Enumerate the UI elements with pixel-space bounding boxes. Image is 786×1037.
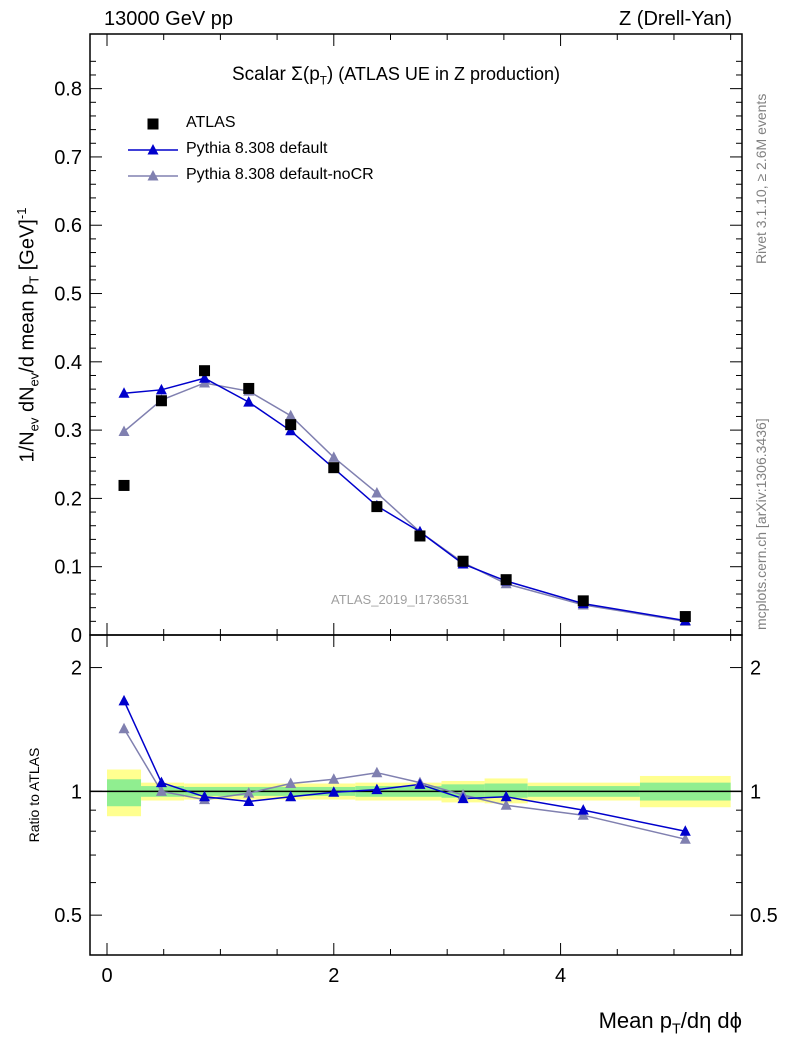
- point-atlas-9: [500, 574, 512, 586]
- point-atlas-4: [285, 419, 297, 431]
- ratio-point-default-8: [457, 792, 469, 804]
- point-atlas-6: [371, 501, 383, 513]
- title-close: ): [326, 64, 334, 85]
- y-tick-label-main-8: 0.8: [54, 79, 82, 101]
- y-tick-label-ratio-left-0: 0.5: [54, 905, 82, 927]
- series-line-nocr: [123, 382, 686, 623]
- point-atlas-0: [118, 479, 130, 491]
- ratio-point-nocr-0: [118, 722, 130, 734]
- point-nocr-0: [118, 425, 130, 436]
- series-line-default: [123, 377, 686, 622]
- ratio-point-nocr-11: [679, 833, 691, 844]
- ratio-point-default-1: [155, 776, 167, 788]
- ratio-line-nocr: [123, 728, 686, 840]
- title-prefix: Scalar: [232, 64, 292, 85]
- header-right: Z (Drell-Yan): [619, 8, 732, 30]
- point-default-3: [243, 396, 255, 407]
- ratio-plot-frame: [89, 634, 743, 956]
- title-sigma: Σ(p: [291, 64, 320, 85]
- point-atlas-1: [155, 395, 167, 407]
- y-tick-label-main-2: 0.2: [54, 488, 82, 510]
- ratio-point-default-3: [243, 795, 255, 806]
- y-tick-label-ratio-left-2: 2: [71, 658, 82, 680]
- title-suffix: (ATLAS UE in Z production): [333, 64, 560, 84]
- point-atlas-11: [679, 611, 691, 623]
- ratio-point-default-0: [118, 694, 130, 706]
- header-left: 13000 GeV pp: [104, 8, 233, 30]
- ratio-point-nocr-5: [328, 773, 340, 784]
- point-nocr-4: [285, 409, 297, 421]
- y-tick-label-main-1: 0.1: [54, 557, 82, 579]
- point-atlas-10: [577, 595, 589, 607]
- ratio-point-nocr-6: [371, 766, 383, 778]
- point-atlas-2: [199, 365, 211, 377]
- ratio-point-default-11: [679, 825, 691, 836]
- point-default-2: [199, 372, 211, 383]
- legend-label-nocr: Pythia 8.308 default-noCR: [186, 166, 374, 183]
- point-nocr-6: [371, 486, 383, 498]
- point-nocr-5: [328, 451, 340, 462]
- ratio-point-nocr-1: [155, 785, 167, 796]
- ratio-band-inner-0: [107, 779, 142, 807]
- point-default-1: [155, 383, 167, 395]
- y-tick-label-ratio-right-1: 1: [750, 781, 761, 803]
- ratio-point-default-9: [500, 790, 512, 802]
- ratio-point-default-6: [371, 783, 383, 795]
- ratio-point-nocr-3: [243, 787, 255, 798]
- ratio-point-nocr-9: [500, 799, 512, 810]
- x-tick-label-1: 2: [328, 965, 339, 987]
- ratio-point-default-2: [199, 790, 211, 802]
- y-tick-label-main-7: 0.7: [54, 147, 82, 169]
- point-atlas-8: [457, 555, 469, 567]
- legend-label-default: Pythia 8.308 default: [186, 140, 328, 157]
- y-tick-label-main-0: 0: [71, 625, 82, 647]
- y-tick-label-main-6: 0.6: [54, 215, 82, 237]
- legend-marker-default: [147, 144, 159, 155]
- ratio-point-default-7: [414, 778, 426, 789]
- y-tick-label-ratio-right-0: 0.5: [750, 905, 778, 927]
- y-tick-label-ratio-left-1: 1: [71, 781, 82, 803]
- point-atlas-3: [243, 382, 255, 394]
- ratio-point-default-5: [328, 786, 340, 797]
- y-tick-label-main-4: 0.4: [54, 352, 82, 374]
- x-tick-label-2: 4: [555, 965, 566, 987]
- y-tick-label-main-3: 0.3: [54, 420, 82, 442]
- main-plot-frame: [89, 33, 743, 636]
- legend-label-atlas: ATLAS: [186, 114, 236, 131]
- title-sub: T: [319, 74, 327, 88]
- y-tick-label-main-5: 0.5: [54, 284, 82, 306]
- legend-marker-nocr: [147, 170, 159, 181]
- x-tick-label-0: 0: [101, 965, 112, 987]
- plot-title: Scalar Σ(pT) (ATLAS UE in Z production): [232, 64, 560, 88]
- legend-marker-atlas: [147, 118, 159, 130]
- analysis-watermark: ATLAS_2019_I1736531: [331, 592, 469, 607]
- ratio-point-default-4: [285, 790, 297, 802]
- y-tick-label-ratio-right-2: 2: [750, 658, 761, 680]
- ratio-line-default: [123, 700, 686, 832]
- ratio-point-nocr-4: [285, 777, 297, 788]
- point-default-0: [118, 387, 130, 398]
- point-atlas-7: [414, 530, 426, 542]
- point-atlas-5: [328, 462, 340, 474]
- ratio-point-default-10: [577, 804, 589, 815]
